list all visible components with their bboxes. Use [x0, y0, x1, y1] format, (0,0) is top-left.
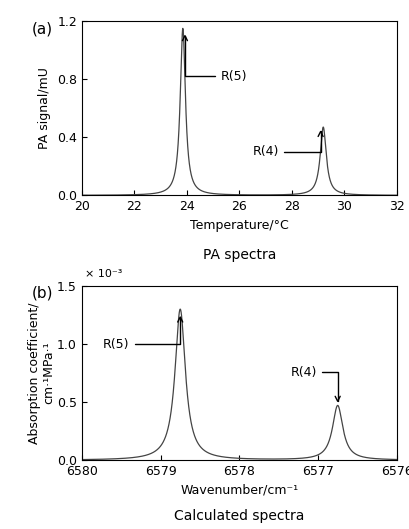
Y-axis label: Absorption coefficient/
cm·¹MPa·¹: Absorption coefficient/ cm·¹MPa·¹	[27, 303, 56, 444]
Text: Calculated spectra: Calculated spectra	[174, 509, 304, 523]
Text: (a): (a)	[31, 21, 52, 36]
Text: (b): (b)	[31, 286, 53, 301]
Text: R(4): R(4)	[252, 132, 323, 158]
X-axis label: Wavenumber/cm⁻¹: Wavenumber/cm⁻¹	[180, 484, 298, 497]
Text: R(4): R(4)	[290, 366, 340, 402]
Text: R(5): R(5)	[103, 317, 183, 351]
Text: PA spectra: PA spectra	[202, 248, 276, 262]
X-axis label: Temperature/°C: Temperature/°C	[190, 219, 289, 232]
Text: R(5): R(5)	[182, 35, 247, 83]
Text: × 10⁻³: × 10⁻³	[85, 269, 122, 279]
Y-axis label: PA signal/mU: PA signal/mU	[38, 67, 52, 149]
